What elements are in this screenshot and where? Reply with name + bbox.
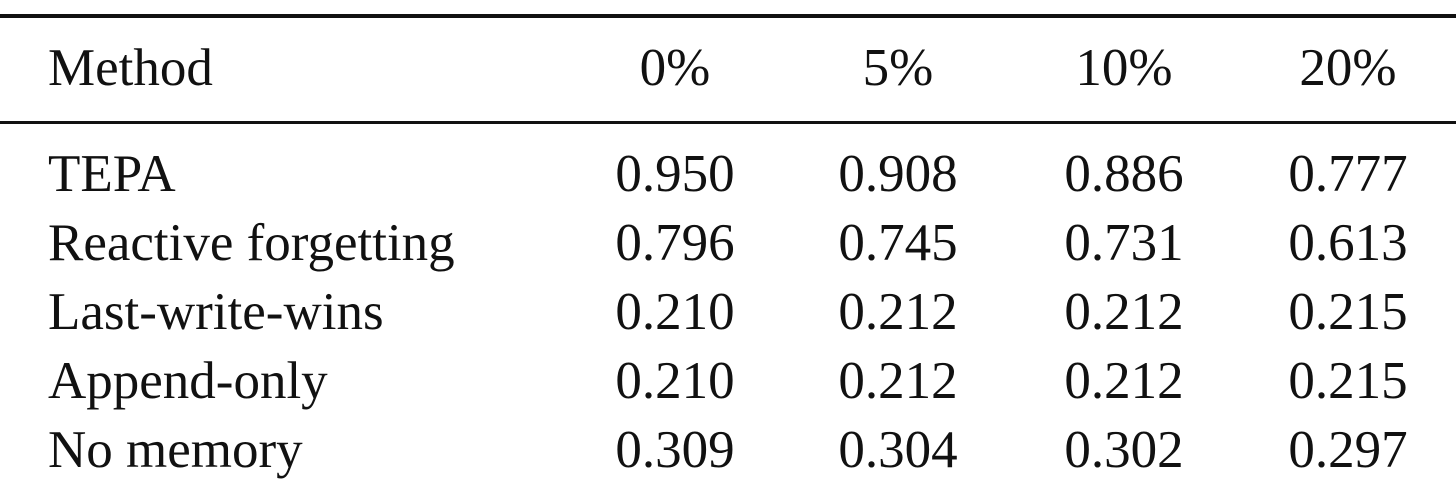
header-cell: 20% [1299,39,1397,97]
value-cell: 0.908 [838,145,958,203]
value-cell: 0.212 [1064,352,1184,410]
value-cell: 0.302 [1064,421,1184,479]
value-cell: 0.796 [615,214,735,272]
value-cell: 0.777 [1288,145,1408,203]
value-cell: 0.212 [838,352,958,410]
header-cell: 10% [1075,39,1173,97]
value-cell: 0.950 [615,145,735,203]
header-rule [0,121,1456,124]
value-cell: 0.297 [1288,421,1408,479]
value-cell: 0.309 [615,421,735,479]
method-cell: No memory [48,421,303,479]
value-cell: 0.886 [1064,145,1184,203]
header-cell: 0% [639,39,711,97]
value-cell: 0.613 [1288,214,1408,272]
value-cell: 0.212 [1064,283,1184,341]
value-cell: 0.304 [838,421,958,479]
value-cell: 0.210 [615,283,735,341]
value-cell: 0.745 [838,214,958,272]
value-cell: 0.731 [1064,214,1184,272]
method-cell: Last-write-wins [48,283,384,341]
header-cell: 5% [862,39,934,97]
header-cell: Method [48,39,213,97]
value-cell: 0.215 [1288,283,1408,341]
value-cell: 0.210 [615,352,735,410]
method-cell: Reactive forgetting [48,214,455,272]
value-cell: 0.212 [838,283,958,341]
method-cell: TEPA [48,145,176,203]
method-cell: Append-only [48,352,328,410]
top-rule [0,14,1456,18]
value-cell: 0.215 [1288,352,1408,410]
